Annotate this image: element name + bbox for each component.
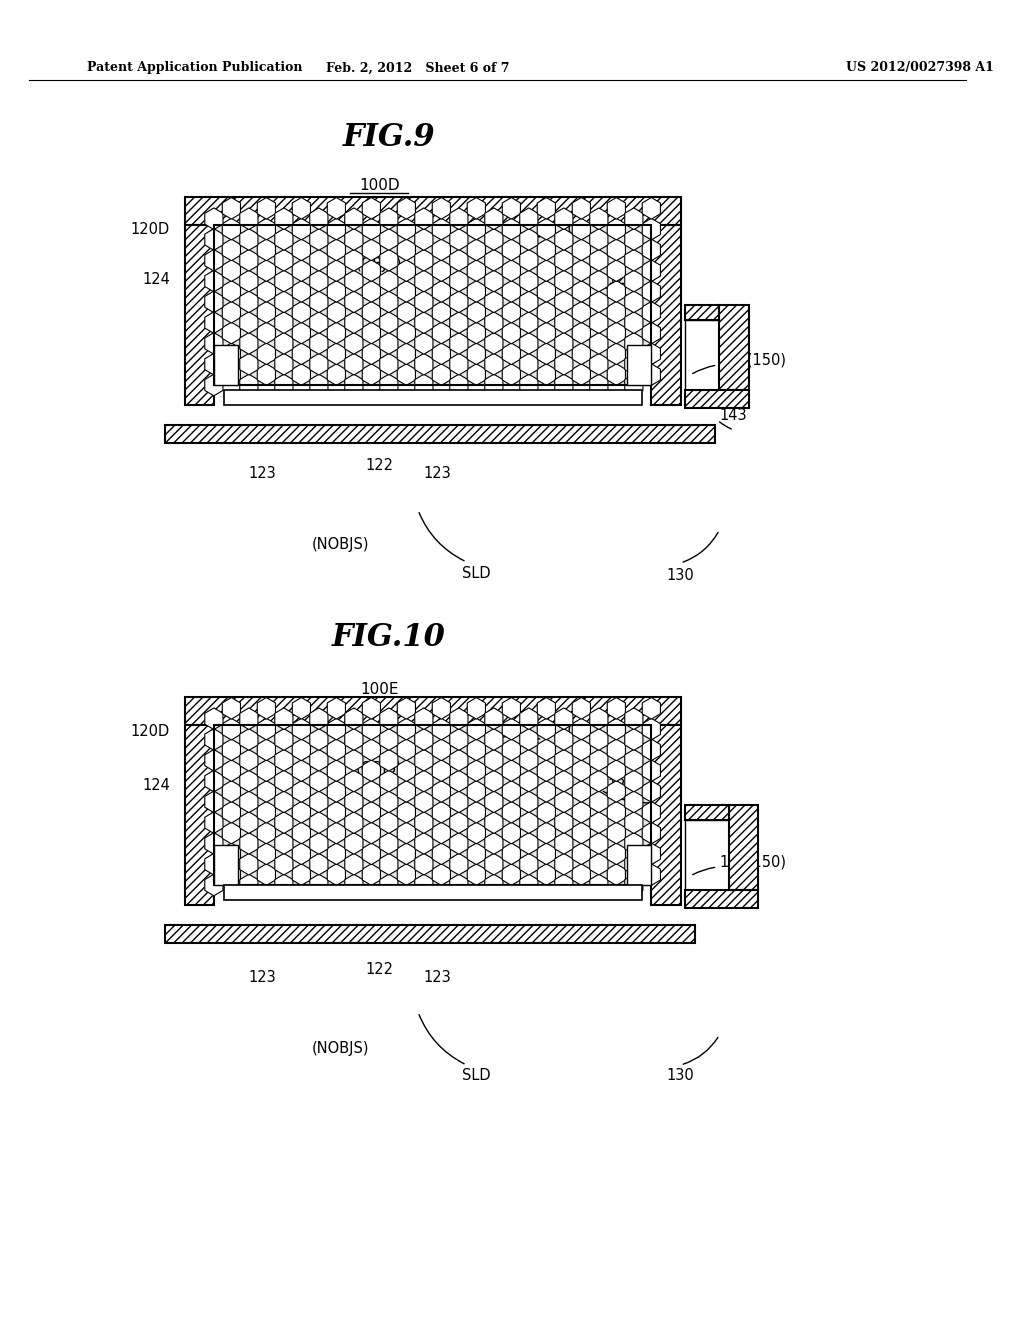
- Text: 141(150): 141(150): [720, 352, 786, 367]
- Text: 122: 122: [366, 458, 393, 473]
- Text: 143: 143: [720, 408, 748, 422]
- Text: SLD: SLD: [462, 565, 490, 581]
- Text: 100D: 100D: [358, 177, 399, 193]
- Bar: [214, 725, 651, 884]
- Bar: [685, 820, 729, 890]
- Text: 122: 122: [366, 962, 393, 978]
- Bar: [685, 389, 749, 408]
- Text: (NOBJS): (NOBJS): [311, 537, 369, 553]
- Text: Patent Application Publication: Patent Application Publication: [87, 62, 303, 74]
- Bar: [214, 224, 651, 385]
- Bar: [184, 224, 214, 405]
- Text: (OBJS): (OBJS): [355, 760, 402, 776]
- Text: 124: 124: [142, 777, 170, 792]
- Bar: [214, 845, 239, 884]
- Bar: [214, 224, 651, 385]
- Text: Feb. 2, 2012   Sheet 6 of 7: Feb. 2, 2012 Sheet 6 of 7: [327, 62, 510, 74]
- Bar: [627, 345, 651, 385]
- Text: (NOBJS): (NOBJS): [311, 1040, 369, 1056]
- Text: 124: 124: [142, 272, 170, 288]
- Text: 123: 123: [424, 466, 452, 480]
- Bar: [165, 425, 715, 444]
- Text: 123: 123: [249, 970, 276, 986]
- Text: US 2012/0027398 A1: US 2012/0027398 A1: [846, 62, 993, 74]
- Text: 124: 124: [607, 272, 636, 288]
- Bar: [720, 305, 749, 389]
- Text: 124: 124: [607, 777, 636, 792]
- Text: 130: 130: [667, 568, 694, 582]
- Bar: [214, 224, 651, 385]
- Text: 110: 110: [549, 725, 578, 739]
- Text: 100E: 100E: [359, 682, 398, 697]
- Bar: [685, 805, 729, 820]
- Text: 141(150): 141(150): [720, 854, 786, 870]
- Bar: [685, 890, 758, 908]
- Bar: [685, 319, 720, 389]
- Text: 123: 123: [249, 466, 276, 480]
- Bar: [214, 345, 239, 385]
- Text: 120D: 120D: [131, 725, 170, 739]
- Bar: [651, 224, 681, 405]
- Bar: [214, 725, 651, 884]
- Bar: [223, 389, 642, 405]
- Text: SLD: SLD: [462, 1068, 490, 1084]
- Bar: [214, 725, 651, 884]
- Bar: [223, 884, 642, 900]
- Bar: [651, 725, 681, 906]
- Bar: [729, 805, 758, 890]
- Bar: [627, 845, 651, 884]
- Bar: [184, 725, 214, 906]
- Text: 130: 130: [667, 1068, 694, 1084]
- Text: 123: 123: [424, 970, 452, 986]
- Text: FIG.9: FIG.9: [343, 123, 435, 153]
- Text: FIG.10: FIG.10: [332, 623, 445, 653]
- Bar: [184, 697, 681, 725]
- Text: 120D: 120D: [131, 223, 170, 238]
- Text: 110: 110: [549, 223, 578, 238]
- Bar: [685, 305, 720, 319]
- Bar: [184, 197, 681, 224]
- Text: (OBJS): (OBJS): [355, 257, 402, 272]
- Bar: [165, 925, 695, 942]
